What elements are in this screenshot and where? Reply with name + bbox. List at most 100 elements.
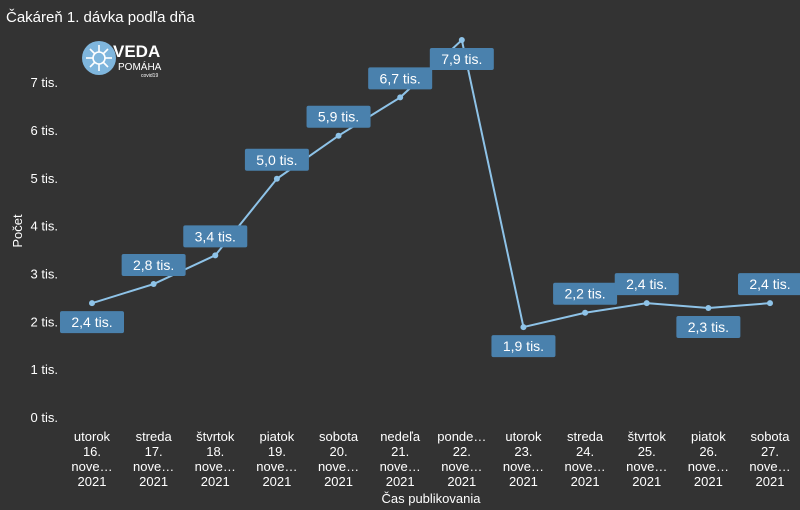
data-label-box	[429, 48, 494, 70]
x-tick-label-line: 2021	[262, 474, 291, 489]
x-tick-label-line: streda	[136, 429, 173, 444]
data-point[interactable]	[520, 324, 527, 331]
x-tick-label: streda 17. nove… 2021	[133, 429, 174, 489]
y-tick-label: 6 tis.	[31, 123, 58, 138]
data-label-text: 1,9 tis.	[503, 338, 544, 354]
x-tick-label-line: 27.	[761, 444, 779, 459]
x-tick-label-line: 21.	[391, 444, 409, 459]
x-tick-label-line: ponde…	[437, 429, 486, 444]
data-label-text: 5,9 tis.	[318, 109, 359, 125]
x-tick-label-line: nove…	[626, 459, 667, 474]
data-label-text: 2,3 tis.	[688, 319, 729, 335]
data-label-box	[491, 335, 556, 358]
x-tick-label-line: 2021	[694, 474, 723, 489]
x-tick-label-line: streda	[567, 429, 604, 444]
data-label: 3,4 tis.	[183, 225, 248, 248]
data-labels: 2,4 tis. 2,8 tis. 3,4 tis. 5,0 tis. 5,9 tis.…	[60, 48, 800, 358]
data-label: 5,0 tis.	[244, 148, 309, 171]
x-tick-label-line: nedeľa	[380, 429, 421, 444]
x-tick-label: ponde… 22. nove… 2021	[437, 429, 486, 489]
data-label-box	[183, 225, 248, 248]
x-tick-label-line: sobota	[319, 429, 359, 444]
data-label-box	[614, 273, 679, 296]
data-label-text: 2,4 tis.	[71, 314, 112, 330]
chart-title: Čakáreň 1. dávka podľa dňa	[6, 9, 195, 26]
data-label-box	[60, 311, 124, 334]
logo-text: VEDA	[113, 42, 160, 61]
y-axis-ticks: 0 tis. 1 tis. 2 tis. 3 tis. 4 tis. 5 tis. 6 ti…	[31, 75, 58, 425]
x-tick-label: štvrtok 18. nove… 2021	[195, 429, 236, 489]
data-label-box	[738, 273, 800, 296]
data-point[interactable]	[458, 37, 465, 43]
data-label-text: 2,4 tis.	[626, 276, 667, 292]
x-tick-label-line: 2021	[509, 474, 538, 489]
x-tick-label-line: utorok	[74, 429, 111, 444]
x-tick-label-line: nove…	[318, 459, 359, 474]
data-point[interactable]	[150, 281, 157, 288]
x-tick-label-line: sobota	[750, 429, 790, 444]
x-tick-label-line: nove…	[256, 459, 297, 474]
x-tick-label-line: 2021	[632, 474, 661, 489]
data-point[interactable]	[89, 300, 95, 307]
x-tick-label-line: nove…	[133, 459, 174, 474]
data-label-box	[368, 67, 433, 90]
data-label-box	[306, 105, 371, 128]
x-tick-label-line: nove…	[71, 459, 112, 474]
x-tick-label: piatok 19. nove… 2021	[256, 429, 297, 489]
data-point[interactable]	[643, 300, 650, 307]
x-tick-label-line: 26.	[699, 444, 717, 459]
data-label: 6,7 tis.	[368, 67, 433, 90]
x-tick-label: piatok 26. nove… 2021	[688, 429, 729, 489]
x-tick-label-line: 18.	[206, 444, 224, 459]
x-tick-label-line: nove…	[503, 459, 544, 474]
logo-virus-icon	[86, 45, 112, 71]
data-point[interactable]	[335, 132, 342, 139]
x-tick-label: utorok 16. nove… 2021	[71, 429, 112, 489]
data-point[interactable]	[397, 94, 404, 101]
data-label-text: 5,0 tis.	[256, 152, 297, 168]
x-tick-label-line: 23.	[514, 444, 532, 459]
x-axis-title: Čas publikovania	[381, 491, 481, 506]
data-points	[89, 37, 773, 331]
x-tick-label-line: nove…	[380, 459, 421, 474]
data-point[interactable]	[767, 300, 773, 307]
data-label-text: 3,4 tis.	[195, 228, 236, 244]
x-tick-label: sobota 27. nove… 2021	[749, 429, 790, 489]
x-tick-label-line: piatok	[260, 429, 295, 444]
data-label-box	[244, 148, 309, 171]
x-tick-label: štvrtok 25. nove… 2021	[626, 429, 667, 489]
x-tick-label-line: 20.	[330, 444, 348, 459]
data-label: 2,4 tis.	[60, 311, 124, 334]
data-label: 2,4 tis.	[738, 273, 800, 296]
x-tick-label-line: utorok	[505, 429, 542, 444]
y-tick-label: 2 tis.	[31, 314, 58, 329]
x-tick-label: streda 24. nove… 2021	[564, 429, 605, 489]
x-tick-label-line: 2021	[324, 474, 353, 489]
data-point[interactable]	[582, 309, 589, 316]
data-point[interactable]	[273, 175, 280, 182]
data-label-text: 7,9 tis.	[441, 51, 482, 67]
data-label: 2,8 tis.	[121, 254, 186, 277]
x-tick-label-line: 16.	[83, 444, 101, 459]
y-axis-title: Počet	[10, 214, 25, 248]
logo-small-text: covid19	[141, 73, 158, 79]
y-tick-label: 1 tis.	[31, 362, 58, 377]
x-tick-label-line: 17.	[145, 444, 163, 459]
data-point[interactable]	[212, 252, 219, 259]
x-tick-label-line: nove…	[195, 459, 236, 474]
y-tick-label: 4 tis.	[31, 219, 58, 234]
x-tick-label: sobota 20. nove… 2021	[318, 429, 359, 489]
x-tick-label-line: 2021	[571, 474, 600, 489]
y-tick-label: 7 tis.	[31, 75, 58, 90]
x-tick-label-line: 19.	[268, 444, 286, 459]
data-label: 5,9 tis.	[306, 105, 371, 128]
y-tick-label: 5 tis.	[31, 171, 58, 186]
x-tick-label-line: nove…	[564, 459, 605, 474]
x-tick-label: nedeľa 21. nove… 2021	[380, 429, 421, 489]
data-label: 7,9 tis.	[429, 48, 494, 70]
data-point[interactable]	[705, 304, 712, 311]
y-tick-label: 0 tis.	[31, 410, 58, 425]
x-tick-label-line: štvrtok	[628, 429, 667, 444]
x-tick-label-line: nove…	[688, 459, 729, 474]
